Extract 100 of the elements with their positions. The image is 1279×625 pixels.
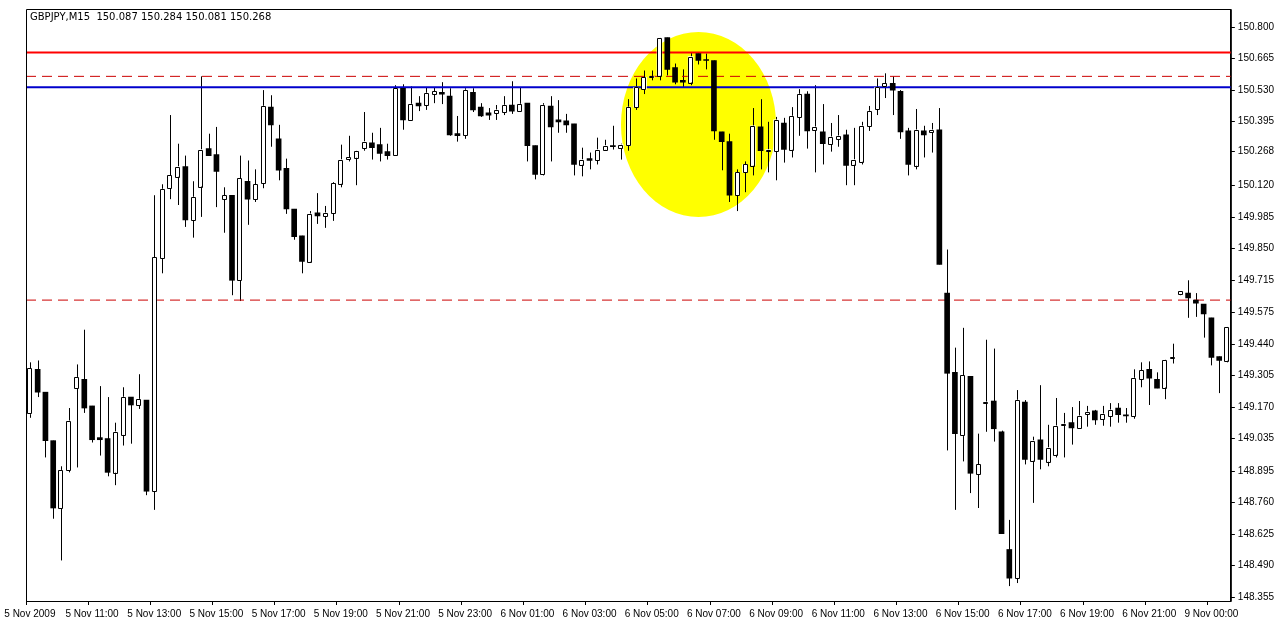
x-tick-label: 5 Nov 11:00	[65, 607, 120, 619]
candlestick	[812, 84, 818, 173]
candlestick	[330, 181, 336, 222]
candlestick	[1146, 360, 1153, 406]
candlestick	[252, 168, 259, 203]
candlestick	[1014, 389, 1020, 584]
y-tick-label: 149.850	[1237, 242, 1275, 254]
candlestick	[633, 77, 640, 111]
candlestick	[501, 95, 507, 116]
candlestick	[73, 363, 80, 468]
candlestick	[135, 373, 142, 410]
candlestick	[454, 115, 461, 143]
x-tick-label: 6 Nov 11:00	[811, 607, 866, 619]
candlestick	[58, 465, 64, 561]
candlestick	[260, 89, 266, 189]
candlestick	[205, 133, 212, 157]
candlestick	[1037, 384, 1044, 470]
x-tick-label: 6 Nov 01:00	[500, 607, 555, 619]
candlestick	[1068, 406, 1075, 446]
candlestick	[641, 70, 647, 95]
y-tick-label: 149.985	[1237, 210, 1275, 222]
candlestick	[1060, 412, 1067, 458]
candlestick	[920, 125, 927, 158]
candlestick	[1107, 402, 1114, 428]
candlestick	[827, 122, 834, 153]
candlestick	[866, 105, 873, 132]
x-tick-label: 6 Nov 03:00	[562, 607, 617, 619]
candlestick	[1138, 361, 1145, 388]
candlestick	[1099, 405, 1106, 427]
candlestick	[1076, 400, 1083, 430]
y-tick-label: 149.715	[1237, 273, 1275, 285]
candlestick	[392, 84, 399, 157]
x-tick-label: 5 Nov 13:00	[127, 607, 182, 619]
y-tick-label: 149.170	[1237, 400, 1275, 412]
candlestick	[547, 95, 554, 162]
candlestick	[244, 160, 251, 226]
candlestick	[190, 180, 196, 239]
y-tick-label: 150.395	[1237, 115, 1275, 127]
candlestick	[835, 114, 842, 148]
candlestick	[734, 168, 741, 212]
x-tick-label: 6 Nov 09:00	[749, 607, 804, 619]
candlestick	[765, 121, 772, 173]
candlestick	[959, 327, 966, 462]
candlestick	[889, 75, 896, 116]
candlestick	[407, 85, 414, 121]
x-tick-label: 5 Nov 21:00	[376, 607, 431, 619]
candlestick	[1084, 405, 1090, 428]
candlestick	[1185, 279, 1191, 319]
candlestick	[268, 94, 274, 148]
candlestick	[610, 125, 616, 151]
y-tick-label: 148.355	[1237, 590, 1275, 602]
candlestick	[540, 102, 546, 176]
y-tick-label: 149.035	[1237, 432, 1275, 444]
y-tick-label: 148.895	[1237, 464, 1275, 476]
x-tick-label: 6 Nov 17:00	[997, 607, 1053, 619]
candlestick	[718, 131, 725, 171]
candlestick	[65, 407, 72, 473]
candlestick	[128, 396, 134, 445]
x-tick-label: 5 Nov 2009	[4, 607, 56, 619]
candlestick	[345, 135, 352, 162]
candlestick	[672, 63, 678, 85]
candlestick	[470, 87, 476, 113]
candlestick	[376, 127, 383, 162]
candlestick	[213, 126, 220, 208]
y-tick-label: 150.530	[1237, 83, 1275, 95]
y-tick-label: 148.760	[1237, 496, 1275, 508]
candlestick	[1115, 402, 1121, 424]
candlestick	[1130, 368, 1137, 420]
candlestick	[166, 114, 173, 200]
x-tick-label: 6 Nov 07:00	[686, 607, 742, 619]
candlestick	[509, 80, 515, 115]
candlestick	[516, 86, 523, 112]
candlestick	[423, 86, 430, 111]
candlestick	[983, 339, 989, 433]
candlestick	[1170, 343, 1175, 364]
x-tick-label: 9 Nov 00:00	[1184, 607, 1239, 619]
candlestick	[97, 385, 103, 457]
x-tick-label: 6 Nov 13:00	[873, 607, 928, 619]
y-tick-label: 150.268	[1237, 144, 1275, 156]
candlestick	[462, 87, 469, 140]
candlestick	[928, 122, 935, 154]
y-tick-label: 149.575	[1237, 306, 1275, 318]
candlestick	[625, 98, 632, 152]
candlestick	[159, 183, 165, 274]
candlestick	[369, 132, 375, 161]
candlestick	[874, 77, 880, 116]
chart-title: GBPJPY,M15 150.087 150.284 150.081 150.268	[30, 10, 272, 22]
x-tick-label: 5 Nov 19:00	[313, 607, 369, 619]
x-tick-label: 5 Nov 17:00	[251, 607, 307, 619]
candlestick	[221, 186, 228, 234]
candlestick	[1216, 356, 1223, 394]
candlestick	[322, 205, 329, 229]
y-tick-label: 150.120	[1237, 179, 1275, 191]
x-tick-label: 5 Nov 23:00	[438, 607, 493, 619]
candlestick	[975, 433, 982, 509]
candlestick	[151, 194, 158, 511]
x-tick-label: 6 Nov 05:00	[624, 607, 680, 619]
x-tick-label: 6 Nov 15:00	[935, 607, 991, 619]
y-tick-label: 148.490	[1237, 559, 1275, 571]
candlestick	[882, 72, 888, 99]
